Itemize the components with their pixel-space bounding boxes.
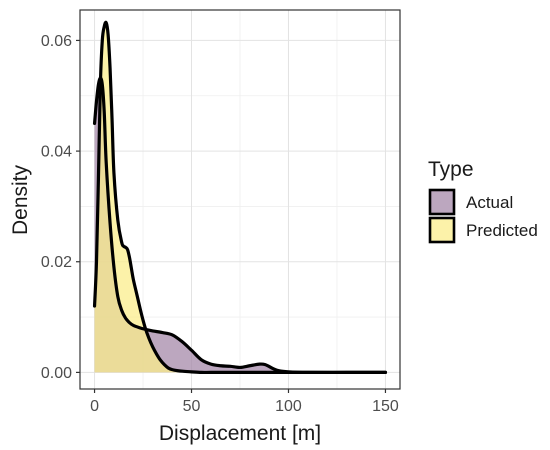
y-tick-label: 0.04	[41, 144, 72, 161]
legend-label-predicted: Predicted	[466, 221, 538, 240]
x-axis-title: Displacement [m]	[159, 422, 321, 445]
legend: Type Actual Predicted	[428, 158, 538, 244]
x-tick-label: 150	[372, 398, 399, 415]
legend-swatch-predicted	[428, 216, 456, 244]
x-tick-label: 0	[90, 398, 99, 415]
density-area-predicted	[94, 22, 386, 373]
plot-border	[79, 9, 401, 390]
legend-label-actual: Actual	[466, 193, 513, 212]
x-tick-label: 50	[183, 398, 201, 415]
density-outline-predicted	[92, 20, 388, 375]
density-areas	[92, 20, 388, 375]
legend-swatch-actual	[428, 188, 456, 216]
legend-title: Type	[428, 158, 474, 181]
y-tick-label: 0.00	[41, 365, 72, 382]
x-axis: 0 50 100 150	[90, 389, 399, 415]
density-outline-actual	[92, 76, 388, 375]
x-tick-label: 100	[275, 398, 302, 415]
y-axis: 0.00 0.02 0.04 0.06	[41, 33, 80, 382]
y-tick-label: 0.06	[41, 33, 72, 50]
y-tick-label: 0.02	[41, 254, 72, 271]
y-axis-title: Density	[9, 164, 32, 235]
